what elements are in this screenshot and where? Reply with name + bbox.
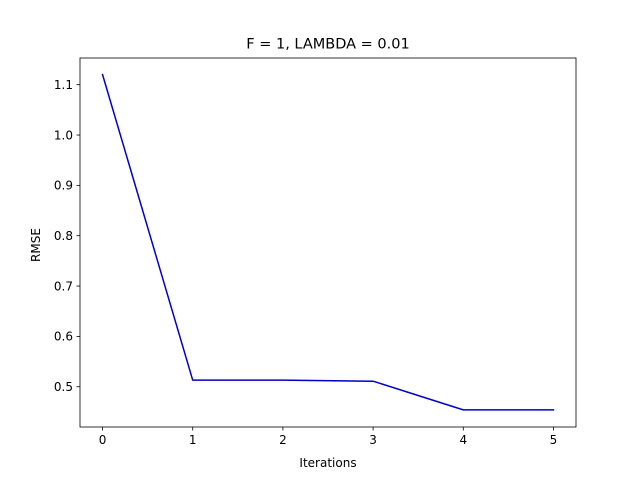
x-axis-label: Iterations <box>299 456 356 470</box>
y-tick-label: 0.9 <box>54 179 73 193</box>
y-tick-label: 0.7 <box>54 279 73 293</box>
x-tick-label: 5 <box>550 433 558 447</box>
axes-frame <box>79 57 577 428</box>
x-tick-label: 4 <box>459 433 467 447</box>
chart-title: F = 1, LAMBDA = 0.01 <box>246 37 409 53</box>
y-tick-label: 0.8 <box>54 229 73 243</box>
x-tick-label: 2 <box>279 433 287 447</box>
x-tick-label: 0 <box>99 433 107 447</box>
y-tick-label: 1.0 <box>54 128 73 142</box>
y-tick-label: 1.1 <box>54 78 73 92</box>
x-tick-label: 3 <box>369 433 377 447</box>
y-tick-label: 0.5 <box>54 380 73 394</box>
x-tick-label: 1 <box>189 433 197 447</box>
plot-area: 0 1 2 3 4 5 0.5 0.6 0.7 0.8 0.9 1.0 1.1 <box>54 57 577 447</box>
y-tick-label: 0.6 <box>54 330 73 344</box>
series-line-0 <box>101 73 555 411</box>
y-axis-label: RMSE <box>29 228 43 262</box>
